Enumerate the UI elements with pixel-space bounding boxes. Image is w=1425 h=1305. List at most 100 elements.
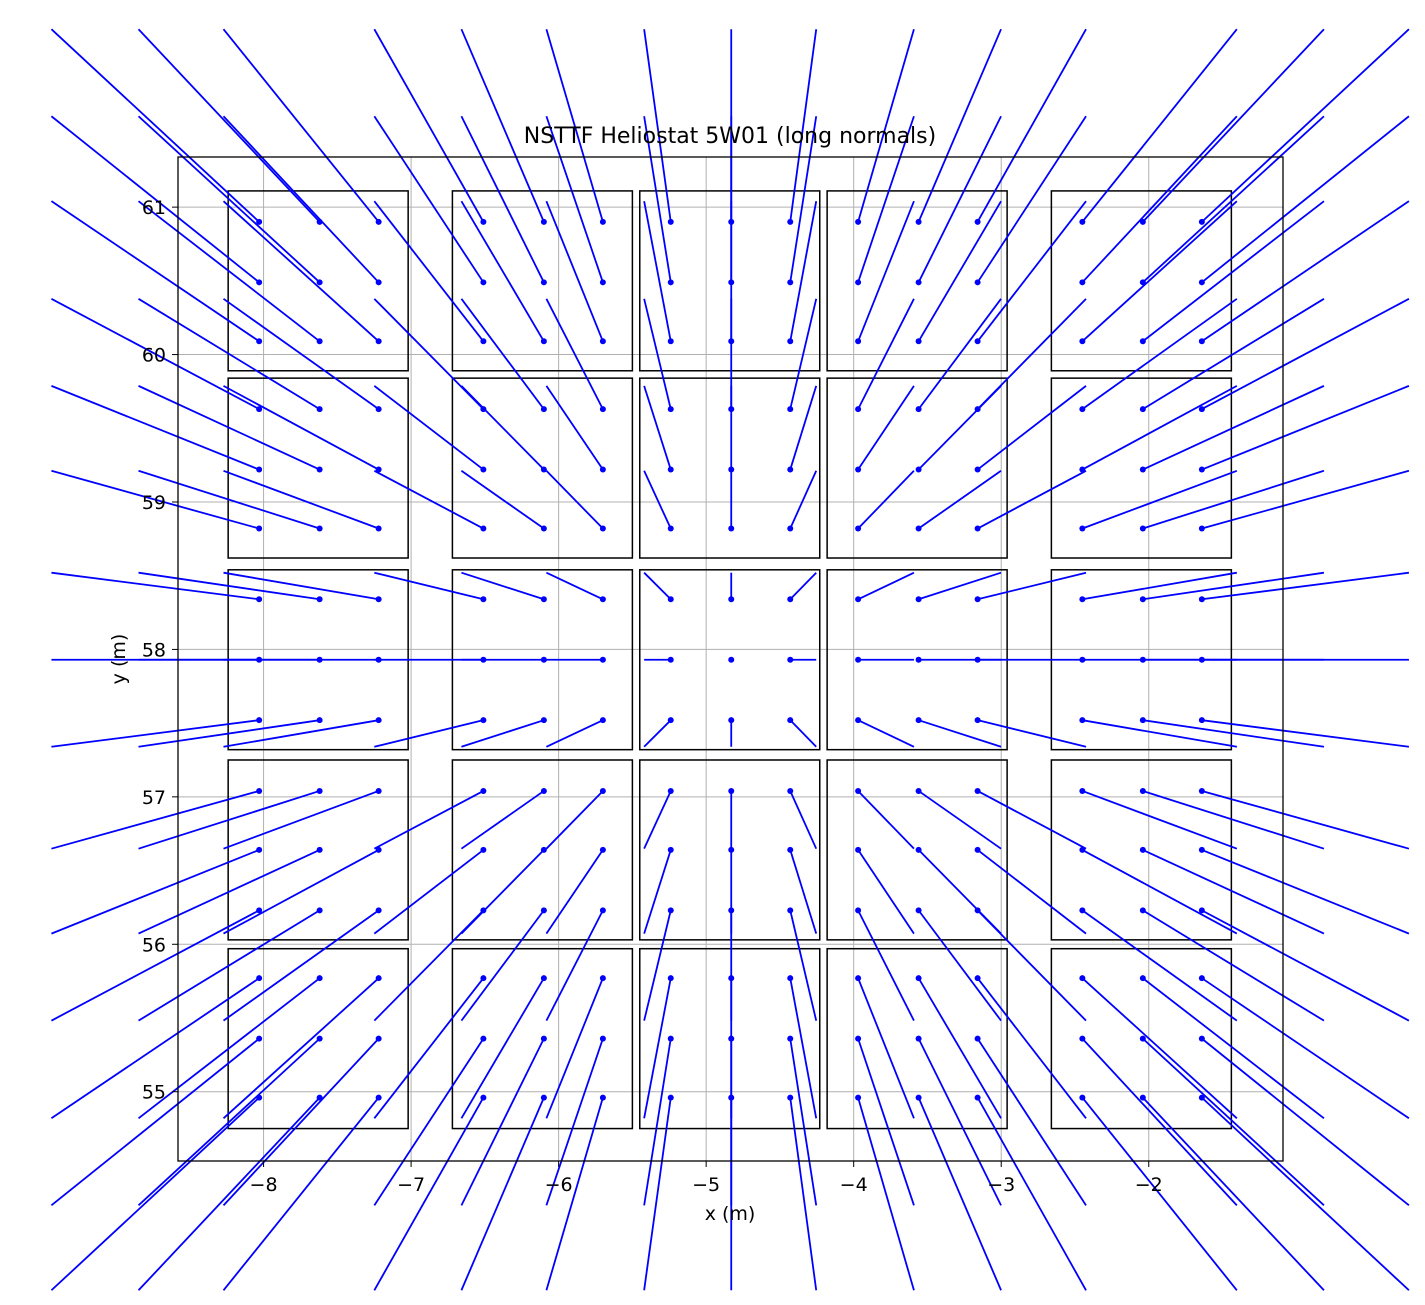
normal-vector xyxy=(789,29,818,222)
normal-vector xyxy=(918,571,1002,601)
normal-vector xyxy=(1142,469,1325,530)
surface-point xyxy=(599,1094,606,1101)
normal-vector xyxy=(789,385,818,470)
normal-vector xyxy=(223,790,379,850)
normal-vector xyxy=(50,28,260,223)
normal-vector xyxy=(976,115,1087,283)
surface-point xyxy=(728,466,735,473)
surface-point xyxy=(1139,338,1146,345)
surface-point xyxy=(375,596,382,603)
surface-point xyxy=(316,717,323,724)
normal-vector xyxy=(789,1097,818,1291)
normal-vector xyxy=(222,200,380,342)
surface-point xyxy=(1139,466,1146,473)
surface-point xyxy=(728,717,735,724)
normal-vector xyxy=(643,978,672,1119)
surface-point xyxy=(974,338,981,345)
surface-point xyxy=(915,1035,922,1042)
normal-vector xyxy=(976,909,1087,1022)
surface-point xyxy=(480,466,487,473)
normal-vector xyxy=(1201,977,1410,1120)
normal-vector xyxy=(137,200,321,342)
surface-point xyxy=(1079,218,1086,225)
surface-point xyxy=(974,218,981,225)
surface-point xyxy=(787,525,794,532)
normal-vector xyxy=(1142,115,1325,283)
surface-point xyxy=(256,907,263,914)
surface-point xyxy=(1139,717,1146,724)
normal-vector xyxy=(643,910,672,1021)
surface-point xyxy=(540,656,547,663)
normal-vector xyxy=(1201,849,1410,935)
normal-vector xyxy=(643,116,672,283)
surface-point xyxy=(375,907,382,914)
surface-point xyxy=(728,975,735,982)
normal-vector xyxy=(1081,385,1238,471)
normal-vector xyxy=(789,790,818,850)
surface-point xyxy=(974,466,981,473)
surface-point xyxy=(480,525,487,532)
surface-point xyxy=(256,279,263,286)
normal-vector xyxy=(1201,200,1410,343)
surface-point xyxy=(540,466,547,473)
normal-vector xyxy=(976,28,1087,223)
normal-vector xyxy=(918,719,1002,748)
normal-vector xyxy=(223,571,379,601)
normal-vector xyxy=(1142,200,1325,342)
normal-vector xyxy=(1201,385,1410,471)
normal-vector xyxy=(546,719,604,748)
surface-point xyxy=(974,1035,981,1042)
surface-point xyxy=(256,525,263,532)
surface-point xyxy=(599,466,606,473)
surface-point xyxy=(316,338,323,345)
surface-point xyxy=(667,717,674,724)
normal-vector xyxy=(789,116,818,283)
normal-vector xyxy=(545,849,604,935)
normal-vector xyxy=(1142,28,1325,223)
normal-vector xyxy=(373,469,484,530)
surface-point xyxy=(599,846,606,853)
normal-vector xyxy=(138,719,320,748)
surface-point xyxy=(667,596,674,603)
normal-vector xyxy=(917,298,1002,410)
surface-point xyxy=(1198,1094,1205,1101)
normal-vector xyxy=(460,385,545,471)
surface-point xyxy=(1079,1094,1086,1101)
facet-outline xyxy=(639,190,821,372)
normal-vector xyxy=(137,115,321,283)
normal-vector xyxy=(789,298,818,410)
normal-vector xyxy=(857,1097,915,1291)
y-tick-label: 59 xyxy=(142,492,166,514)
surface-point xyxy=(375,1035,382,1042)
normal-vector xyxy=(976,1038,1087,1206)
facet-outline xyxy=(451,190,634,372)
surface-point xyxy=(915,279,922,286)
facet-outline xyxy=(227,377,409,559)
normal-vector xyxy=(223,469,379,530)
surface-point xyxy=(1198,525,1205,532)
x-tick-label: −6 xyxy=(545,1174,573,1196)
facet-outline xyxy=(826,947,1008,1130)
surface-point xyxy=(540,596,547,603)
surface-point xyxy=(855,787,862,794)
normal-vector xyxy=(1142,1096,1325,1291)
normal-vector xyxy=(857,298,915,410)
normal-vector xyxy=(545,1038,604,1206)
normal-vector xyxy=(138,469,320,530)
normal-vector xyxy=(1201,790,1410,850)
normal-vector xyxy=(460,790,545,850)
normal-vector xyxy=(977,469,1087,530)
normal-vector xyxy=(545,909,604,1022)
normal-vector xyxy=(138,790,320,850)
surface-point xyxy=(256,596,263,603)
surface-point xyxy=(375,787,382,794)
normal-vector xyxy=(1201,28,1410,223)
normal-vector xyxy=(1201,469,1410,530)
normal-vector xyxy=(643,29,672,222)
normal-vector xyxy=(460,28,545,223)
normal-vector xyxy=(51,571,260,601)
normal-vector xyxy=(917,1097,1002,1291)
normal-vector xyxy=(1082,790,1238,850)
surface-point xyxy=(728,656,735,663)
normal-vector xyxy=(977,571,1087,601)
